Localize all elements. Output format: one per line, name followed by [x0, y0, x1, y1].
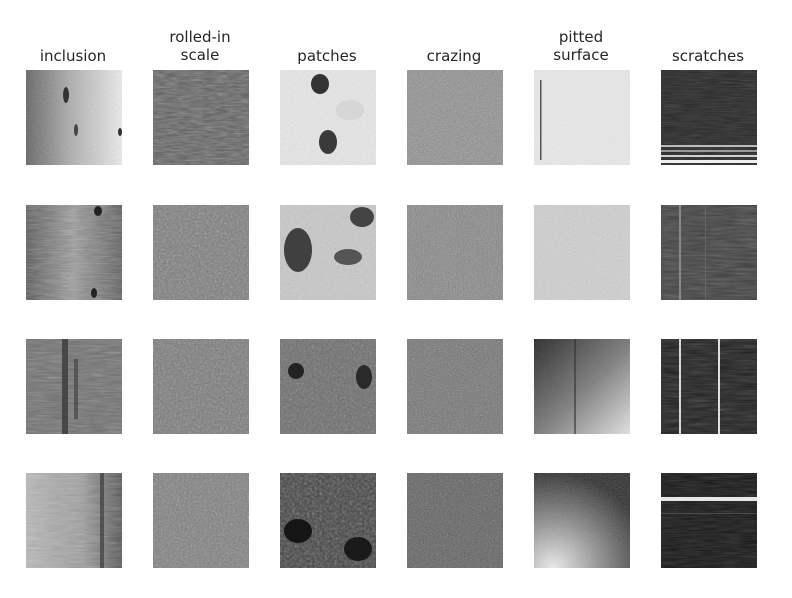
sample-image-rolled-in-scale-2	[153, 205, 249, 300]
sample-image-scratches-1	[661, 70, 757, 165]
sample-image-crazing-4	[407, 473, 503, 568]
sample-image-rolled-in-scale-3	[153, 339, 249, 434]
column-title-scratches: scratches	[671, 47, 745, 65]
column-title-crazing: crazing	[426, 47, 482, 65]
sample-image-pitted-surface-3	[534, 339, 630, 434]
sample-image-rolled-in-scale-1	[153, 70, 249, 165]
sample-image-pitted-surface-1	[534, 70, 630, 165]
sample-image-inclusion-4	[26, 473, 122, 568]
sample-image-crazing-1	[407, 70, 503, 165]
sample-image-crazing-2	[407, 205, 503, 300]
sample-image-pitted-surface-4	[534, 473, 630, 568]
sample-image-scratches-4	[661, 473, 757, 568]
sample-image-inclusion-3	[26, 339, 122, 434]
sample-image-scratches-2	[661, 205, 757, 300]
sample-image-patches-3	[280, 339, 376, 434]
sample-image-patches-1	[280, 70, 376, 165]
sample-image-inclusion-2	[26, 205, 122, 300]
sample-image-rolled-in-scale-4	[153, 473, 249, 568]
sample-image-patches-2	[280, 205, 376, 300]
sample-image-pitted-surface-2	[534, 205, 630, 300]
sample-image-crazing-3	[407, 339, 503, 434]
column-title-pitted-surface: pitted surface	[553, 28, 609, 64]
sample-image-patches-4	[280, 473, 376, 568]
column-title-patches: patches	[297, 47, 357, 65]
column-title-rolled-in-scale: rolled-in scale	[169, 28, 231, 64]
column-title-inclusion: inclusion	[39, 47, 107, 65]
sample-image-scratches-3	[661, 339, 757, 434]
sample-image-inclusion-1	[26, 70, 122, 165]
